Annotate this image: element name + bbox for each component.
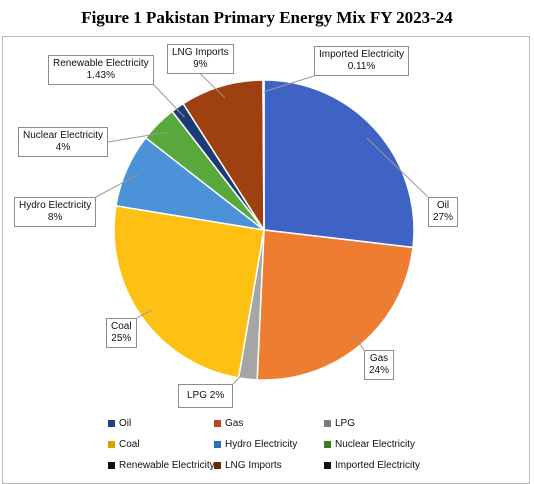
legend-swatch [108, 462, 115, 469]
legend-label: Nuclear Electricity [335, 439, 416, 450]
data-label-lng-imports: LNG Imports 9% [167, 44, 234, 74]
leader-line-coal [136, 309, 152, 319]
pie-slice-gas [256, 229, 414, 381]
data-label-value: 2% [209, 390, 225, 401]
legend-label: LNG Imports [225, 460, 282, 471]
data-label-name: Renewable Electricity [53, 58, 149, 69]
legend-label: Imported Electricity [335, 460, 421, 471]
data-label-name: Gas [369, 353, 389, 364]
legend-item-nuclear-electricity: Nuclear Electricity [324, 439, 415, 450]
legend-item-gas: Gas [214, 418, 243, 429]
data-label-name: Nuclear Electricity [23, 130, 104, 141]
data-label-value: 24% [369, 365, 390, 376]
data-label-gas: Gas 24% [364, 350, 395, 380]
chart-title: Figure 1 Pakistan Primary Energy Mix FY … [81, 8, 453, 27]
legend-label: Coal [119, 439, 140, 450]
data-label-value: 8% [47, 212, 63, 223]
legend-swatch [108, 420, 115, 427]
legend-label: Gas [225, 418, 244, 429]
legend-swatch [108, 441, 115, 448]
legend-label: LPG [335, 418, 356, 429]
legend-item-lpg: LPG [324, 418, 355, 429]
data-label-hydro-electricity: Hydro Electricity 8% [14, 197, 97, 227]
legend-swatch [324, 441, 331, 448]
data-label-name: Imported Electricity [319, 49, 405, 60]
data-label-name: Coal [111, 321, 132, 332]
legend-swatch [324, 462, 331, 469]
data-label-oil: Oil 27% [428, 197, 459, 227]
leader-line-lng-imports [200, 73, 226, 99]
leader-line-lpg [232, 366, 250, 385]
data-label-lpg: LPG 2% [178, 384, 234, 408]
legend-label: Oil [119, 418, 132, 429]
legend-swatch [214, 441, 221, 448]
leader-line-nuclear-electricity [107, 131, 167, 143]
data-label-value: 0.11% [347, 61, 376, 72]
pie-slice-lng-imports [182, 79, 265, 233]
legend-item-imported-electricity: Imported Electricity [324, 460, 420, 471]
data-label-coal: Coal 25% [106, 318, 137, 348]
leader-line-hydro-electricity [95, 174, 138, 198]
legend-item-coal: Coal [108, 439, 140, 450]
pie-slice-imported-electricity [262, 79, 265, 231]
data-label-value: 4% [55, 142, 71, 153]
data-label-name: LPG [187, 390, 208, 401]
data-label-imported-electricity: Imported Electricity 0.11% [314, 46, 410, 76]
legend-item-renewable-electricity: Renewable Electricity [108, 460, 215, 471]
leader-line-gas [352, 334, 365, 351]
pie-slice-oil [263, 79, 415, 249]
legend-item-oil: Oil [108, 418, 131, 429]
legend-swatch [214, 462, 221, 469]
pie-slice-coal [113, 204, 265, 379]
data-label-value: 27% [433, 212, 454, 223]
legend-label: Renewable Electricity [119, 460, 215, 471]
data-label-name: LNG Imports [172, 47, 229, 58]
data-label-value: 1.43% [86, 70, 115, 81]
leader-line-oil [366, 137, 429, 198]
data-label-name: Oil [436, 200, 450, 211]
data-label-nuclear-electricity: Nuclear Electricity 4% [18, 127, 109, 157]
data-label-value: 25% [111, 333, 132, 344]
data-label-renewable-electricity: Renewable Electricity 1.43% [48, 55, 154, 85]
legend-item-hydro-electricity: Hydro Electricity [214, 439, 297, 450]
legend-swatch [324, 420, 331, 427]
leader-line-imported-electricity [263, 75, 315, 93]
leader-line-renewable-electricity [153, 84, 185, 118]
legend-label: Hydro Electricity [225, 439, 298, 450]
legend-swatch [214, 420, 221, 427]
data-label-value: 9% [193, 59, 208, 70]
legend-item-lng-imports: LNG Imports [214, 460, 282, 471]
data-label-name: Hydro Electricity [19, 200, 92, 211]
